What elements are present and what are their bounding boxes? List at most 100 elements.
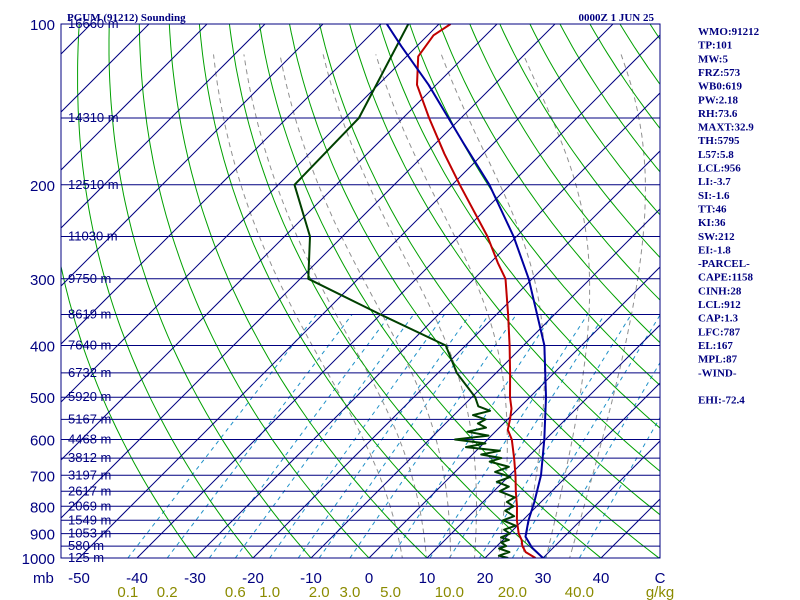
pressure-tick-label: 300 — [30, 272, 55, 289]
dry-adiabat-line — [409, 24, 660, 387]
mixing-ratio-label: 10.0 — [435, 584, 464, 600]
mixing-ratio-line — [429, 314, 588, 558]
temperature-tick-label: 20 — [477, 570, 494, 587]
dry-adiabat-line — [319, 24, 660, 516]
height-label: 8619 m — [68, 307, 111, 322]
dry-adiabat-line — [529, 24, 660, 216]
isotherm-line — [61, 24, 208, 171]
mixing-ratio-label: 2.0 — [309, 584, 330, 600]
index-item: RH:73.6 — [698, 108, 738, 120]
dry-adiabat-line — [796, 18, 800, 569]
dry-adiabat-line — [439, 24, 660, 344]
dewpoint-profile — [293, 24, 517, 558]
mixing-ratio-labels: 0.1 0.2 0.6 1.0 2.0 3.0 5.0 10.0 20.0 40.0 g/kg — [117, 584, 674, 600]
isotherm-line — [484, 382, 660, 558]
plot-background — [61, 24, 660, 558]
isobars — [61, 24, 660, 558]
chart-grid — [61, 18, 800, 569]
index-item: LCL:956 — [698, 163, 741, 175]
isotherms — [61, 24, 660, 558]
height-label: 2069 m — [68, 498, 111, 513]
height-label: 5920 m — [68, 389, 111, 404]
mixing-ratio-line — [390, 314, 553, 558]
dry-adiabat-line — [108, 24, 312, 558]
dry-adiabat-line — [559, 24, 660, 173]
parcel-profile — [385, 24, 547, 558]
isotherm-line — [61, 24, 324, 287]
pressure-tick-label: 100 — [30, 17, 55, 34]
index-item: MPL:87 — [698, 354, 738, 366]
isotherm-line — [368, 266, 660, 558]
pressure-tick-label: 400 — [30, 339, 55, 356]
mixing-ratio-line — [269, 314, 445, 558]
index-item: TH:5795 — [698, 135, 740, 147]
mixing-ratio-line — [208, 314, 391, 558]
height-label: 125 m — [68, 550, 104, 565]
height-label: 5167 m — [68, 411, 111, 426]
mixing-ratio-lines — [127, 314, 660, 558]
isotherm-line — [252, 150, 660, 558]
pressure-tick-label: 200 — [30, 178, 55, 195]
index-item: WMO:91212 — [698, 26, 760, 38]
height-label: 12510 m — [68, 177, 119, 192]
temperature-tick-label: -40 — [126, 570, 148, 587]
pressure-tick-label: 900 — [30, 527, 55, 544]
isotherm-line — [61, 24, 498, 461]
isotherm-line — [61, 24, 440, 403]
mixing-ratio-label: g/kg — [646, 584, 674, 600]
y-axis-unit-label: mb — [33, 570, 54, 587]
index-item: MW:5 — [698, 53, 728, 65]
isotherm-line — [136, 34, 660, 558]
index-item: EHI:-72.4 — [698, 395, 745, 407]
dry-adiabat-line — [469, 24, 660, 301]
moist-adiabat-line — [569, 54, 646, 558]
temperature-tick-label: -20 — [242, 570, 264, 587]
temperature-tick-label: C — [655, 570, 666, 587]
index-item: FRZ:573 — [698, 67, 741, 79]
index-item: SI:-1.6 — [698, 190, 730, 202]
mixing-ratio-label: 0.1 — [117, 584, 138, 600]
height-label: 14310 m — [68, 110, 119, 125]
pressure-tick-label: 700 — [30, 468, 55, 485]
mixing-ratio-line — [297, 314, 471, 558]
dry-adiabat-line — [77, 24, 254, 558]
mixing-ratio-line — [166, 314, 353, 558]
mixing-ratio-label: 40.0 — [565, 584, 594, 600]
temperature-tick-label: 30 — [535, 570, 552, 587]
index-item: L57:5.8 — [698, 149, 734, 161]
height-label: 11030 m — [68, 228, 118, 243]
height-label: 1549 m — [68, 512, 111, 527]
index-item: MAXT:32.9 — [698, 122, 754, 134]
temperature-tick-labels: -50 -40 -30 -20 -10 0 10 20 30 40 C — [68, 570, 665, 587]
pressure-tick-label: 500 — [30, 390, 55, 407]
dry-adiabats — [61, 18, 800, 569]
dry-adiabat-line — [228, 24, 544, 558]
mixing-ratio-label: 0.2 — [157, 584, 178, 600]
moist-adiabat-line — [243, 54, 427, 558]
isotherm-line — [78, 24, 614, 558]
index-item: KI:36 — [698, 217, 726, 229]
mixing-ratio-line — [318, 314, 490, 558]
index-item: TP:101 — [698, 40, 732, 52]
index-item: -PARCEL- — [698, 258, 750, 270]
height-label: 1053 m — [68, 526, 111, 541]
height-label: 16660 m — [68, 16, 119, 31]
mixing-ratio-line — [234, 314, 414, 558]
dry-adiabat-line — [589, 24, 660, 130]
index-item: -WIND- — [698, 367, 737, 379]
dry-adiabat-line — [349, 24, 660, 472]
index-item: LCL:912 — [698, 299, 741, 311]
height-labels: 16660 m 14310 m 12510 m 11030 m 9750 m 8619 m… — [68, 16, 119, 565]
isotherm-line — [61, 24, 266, 229]
mixing-ratio-line — [448, 314, 606, 558]
height-label: 580 m — [68, 538, 104, 553]
plot-frame — [60, 23, 661, 559]
mixing-ratio-line — [127, 314, 317, 558]
pressure-tick-label: 1000 — [22, 551, 55, 568]
index-item: CAP:1.3 — [698, 313, 739, 325]
moist-adiabat-line — [522, 54, 591, 558]
pressure-tick-label: 600 — [30, 433, 55, 450]
isotherm-line — [426, 324, 660, 558]
